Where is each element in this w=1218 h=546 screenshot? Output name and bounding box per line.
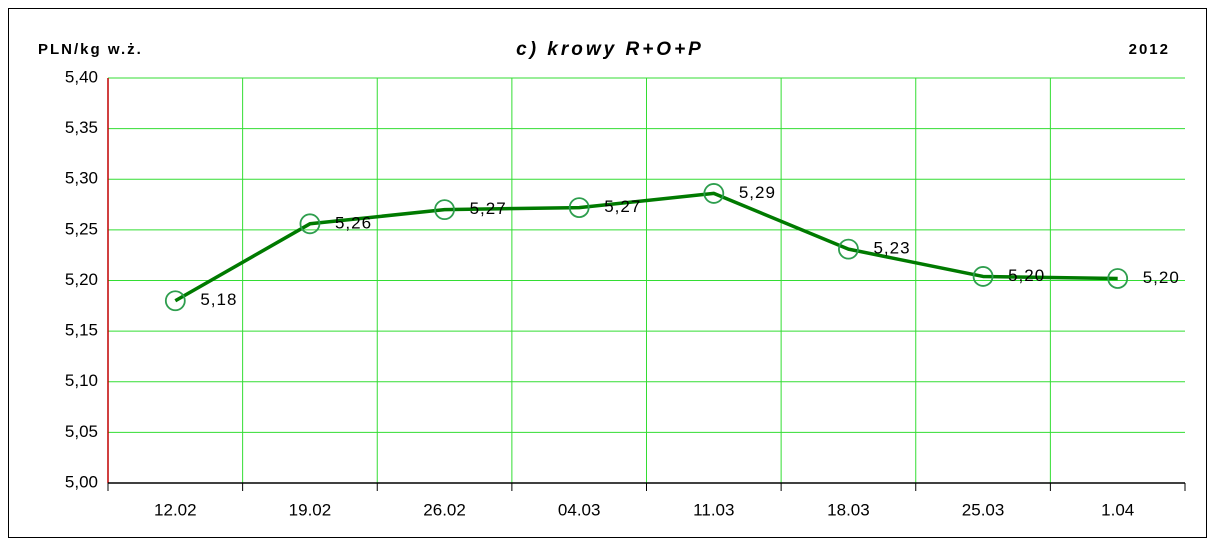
line	[174, 191, 1118, 303]
value-label: 5,20	[1008, 266, 1045, 285]
chart-border	[8, 8, 1207, 538]
value-label: 5,23	[873, 239, 910, 258]
x-tick-label: 11.03	[693, 500, 734, 519]
x-tick-label: 1.04	[1101, 500, 1134, 519]
value-label: 5,29	[739, 183, 776, 202]
x-tick-label: 12.02	[154, 500, 197, 519]
year-label: 2012	[1129, 41, 1170, 58]
y-tick-label: 5,40	[65, 67, 98, 86]
y-tick-label: 5,15	[65, 321, 98, 340]
y-tick-label: 5,00	[65, 472, 98, 491]
value-label: 5,20	[1143, 268, 1180, 287]
x-tick-label: 19.02	[289, 500, 332, 519]
value-label: 5,27	[604, 197, 641, 216]
marker	[972, 266, 994, 287]
marker	[1107, 268, 1129, 289]
y-tick-label: 5,30	[65, 169, 98, 188]
y-tick-label: 5,05	[65, 422, 98, 441]
x-tick-label: 18.03	[827, 500, 870, 519]
marker	[434, 199, 455, 221]
marker	[299, 213, 321, 235]
y-tick-label: 5,10	[65, 371, 98, 390]
y-axis-label: PLN/kg w.ż.	[38, 41, 143, 58]
marker	[703, 183, 725, 204]
x-tick-label: 26.02	[423, 500, 466, 519]
value-label: 5,26	[335, 213, 372, 232]
y-tick-label: 5,25	[65, 219, 98, 238]
x-tick-label: 04.03	[558, 500, 601, 519]
marker	[164, 290, 186, 312]
y-tick-label: 5,35	[65, 118, 98, 137]
y-tick-label: 5,20	[65, 270, 98, 289]
value-label: 5,27	[470, 199, 507, 218]
x-tick-label: 25.03	[962, 500, 1005, 519]
marker	[568, 197, 590, 219]
value-label: 5,18	[200, 290, 237, 309]
chart-title: c) krowy R+O+P	[516, 39, 704, 60]
marker	[838, 238, 859, 260]
